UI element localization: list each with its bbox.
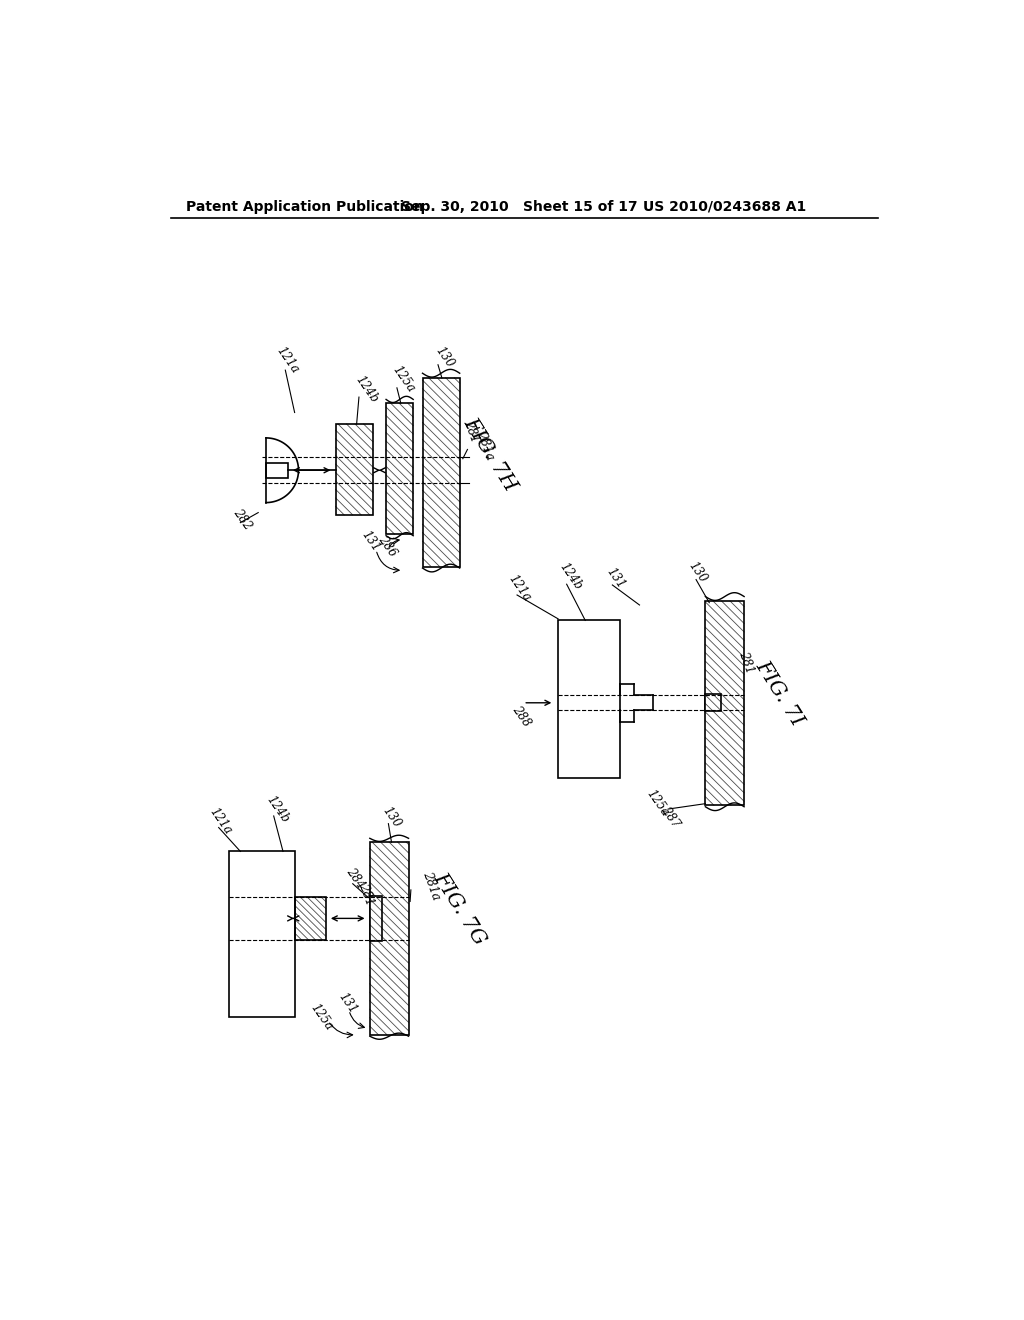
- Text: US 2010/0243688 A1: US 2010/0243688 A1: [643, 199, 807, 214]
- Text: 121a: 121a: [506, 573, 534, 603]
- Text: 287: 287: [658, 804, 682, 830]
- Text: 288: 288: [509, 704, 532, 730]
- Text: 125a: 125a: [390, 363, 418, 395]
- Bar: [336, 424, 373, 515]
- Text: 121a: 121a: [207, 805, 234, 837]
- Text: Sep. 30, 2010: Sep. 30, 2010: [400, 199, 509, 214]
- Text: 286: 286: [376, 533, 399, 558]
- Text: FIG. 7G: FIG. 7G: [430, 870, 489, 949]
- Text: 281: 281: [461, 418, 481, 445]
- Text: 281: 281: [736, 649, 757, 676]
- Text: 281a: 281a: [420, 870, 442, 902]
- Text: 282: 282: [230, 506, 254, 532]
- Bar: [266, 462, 288, 478]
- Text: 125a: 125a: [308, 1001, 336, 1032]
- Text: 130: 130: [380, 804, 403, 830]
- Bar: [228, 851, 295, 1016]
- Text: Sheet 15 of 17: Sheet 15 of 17: [523, 199, 638, 214]
- Text: FIG. 7H: FIG. 7H: [460, 414, 520, 495]
- Bar: [706, 601, 744, 805]
- Text: 124b: 124b: [263, 793, 292, 825]
- Text: 125a: 125a: [643, 787, 671, 818]
- Text: 124b: 124b: [557, 561, 585, 593]
- Bar: [386, 404, 414, 535]
- Text: 130: 130: [686, 560, 710, 586]
- Text: 131: 131: [604, 565, 628, 591]
- Text: 124b: 124b: [352, 374, 381, 405]
- Text: 131: 131: [359, 528, 383, 554]
- Text: 284: 284: [343, 866, 367, 891]
- Text: FIG. 7I: FIG. 7I: [752, 657, 807, 730]
- Text: 281: 281: [356, 882, 377, 907]
- Text: Patent Application Publication: Patent Application Publication: [186, 199, 424, 214]
- Text: 131: 131: [336, 990, 359, 1016]
- Bar: [370, 896, 382, 941]
- Bar: [706, 694, 721, 711]
- Bar: [370, 842, 409, 1035]
- Text: 121a: 121a: [273, 345, 301, 376]
- Bar: [558, 620, 621, 779]
- Text: 281a: 281a: [474, 429, 497, 462]
- Bar: [295, 896, 326, 940]
- Bar: [423, 378, 460, 566]
- Text: 130: 130: [432, 345, 456, 370]
